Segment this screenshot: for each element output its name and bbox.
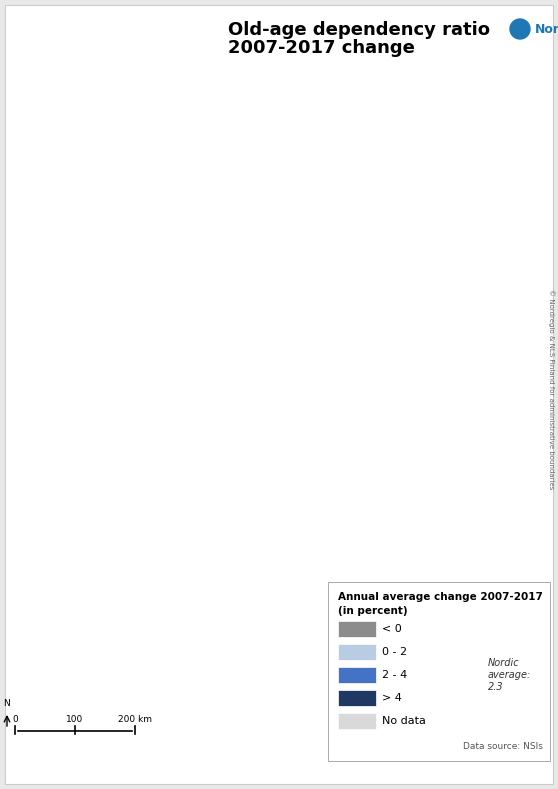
Text: Data source: NSIs: Data source: NSIs bbox=[463, 742, 543, 751]
Text: < 0: < 0 bbox=[382, 624, 402, 634]
Text: Nordregio: Nordregio bbox=[535, 23, 558, 36]
Bar bbox=[338, 690, 376, 706]
Bar bbox=[338, 621, 376, 637]
Text: > 4: > 4 bbox=[382, 693, 402, 703]
Text: 0: 0 bbox=[12, 715, 18, 724]
Bar bbox=[338, 667, 376, 683]
Text: © Nordregio & NLS Finland for administrative boundaries: © Nordregio & NLS Finland for administra… bbox=[547, 289, 554, 489]
Polygon shape bbox=[5, 5, 553, 784]
Text: 2007-2017 change: 2007-2017 change bbox=[228, 39, 415, 57]
FancyBboxPatch shape bbox=[220, 7, 550, 89]
Bar bbox=[338, 644, 376, 660]
Text: 2 - 4: 2 - 4 bbox=[382, 670, 407, 680]
Text: Annual average change 2007-2017: Annual average change 2007-2017 bbox=[338, 592, 543, 602]
Text: N: N bbox=[3, 699, 11, 708]
Text: 200 km: 200 km bbox=[118, 715, 152, 724]
Circle shape bbox=[510, 19, 530, 39]
Text: 0 - 2: 0 - 2 bbox=[382, 647, 407, 657]
Text: Nordic
average:
2.3: Nordic average: 2.3 bbox=[488, 658, 531, 692]
Bar bbox=[338, 713, 376, 729]
Text: 100: 100 bbox=[66, 715, 84, 724]
Text: No data: No data bbox=[382, 716, 426, 726]
Text: (in percent): (in percent) bbox=[338, 606, 408, 616]
FancyBboxPatch shape bbox=[328, 582, 550, 761]
Text: Old-age dependency ratio: Old-age dependency ratio bbox=[228, 21, 490, 39]
